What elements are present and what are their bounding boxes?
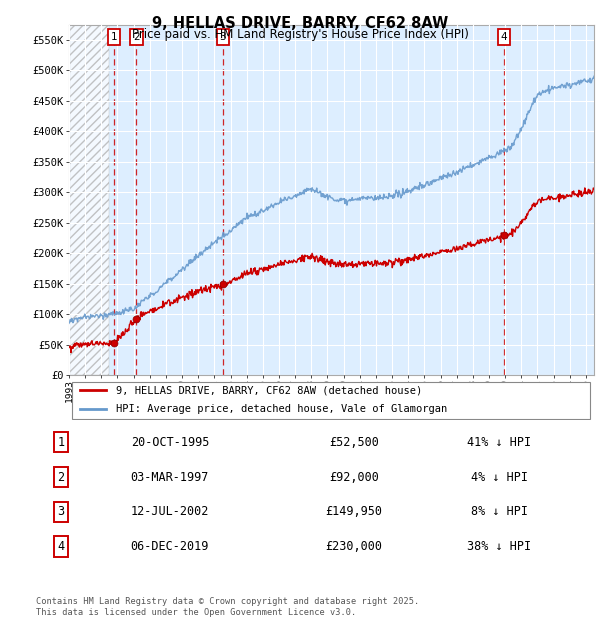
Text: 1: 1 [111,32,118,42]
Text: £230,000: £230,000 [326,540,383,553]
FancyBboxPatch shape [71,382,590,419]
Text: 20-OCT-1995: 20-OCT-1995 [131,436,209,449]
Text: 9, HELLAS DRIVE, BARRY, CF62 8AW (detached house): 9, HELLAS DRIVE, BARRY, CF62 8AW (detach… [116,385,422,395]
Text: 3: 3 [58,505,65,518]
Text: £92,000: £92,000 [329,471,379,484]
Text: 4: 4 [58,540,65,553]
Text: 4: 4 [500,32,507,42]
Text: 12-JUL-2002: 12-JUL-2002 [131,505,209,518]
Text: £52,500: £52,500 [329,436,379,449]
Text: 3: 3 [220,32,226,42]
Text: 1: 1 [58,436,65,449]
Bar [69,25,109,375]
Text: 9, HELLAS DRIVE, BARRY, CF62 8AW: 9, HELLAS DRIVE, BARRY, CF62 8AW [152,16,448,30]
Text: Price paid vs. HM Land Registry's House Price Index (HPI): Price paid vs. HM Land Registry's House … [131,28,469,41]
Text: HPI: Average price, detached house, Vale of Glamorgan: HPI: Average price, detached house, Vale… [116,404,448,414]
Text: 2: 2 [133,32,140,42]
Text: 06-DEC-2019: 06-DEC-2019 [131,540,209,553]
Text: £149,950: £149,950 [326,505,383,518]
Text: 41% ↓ HPI: 41% ↓ HPI [467,436,531,449]
Text: 2: 2 [58,471,65,484]
Text: 38% ↓ HPI: 38% ↓ HPI [467,540,531,553]
Text: Contains HM Land Registry data © Crown copyright and database right 2025.
This d: Contains HM Land Registry data © Crown c… [36,598,419,617]
Text: 8% ↓ HPI: 8% ↓ HPI [470,505,527,518]
Text: 4% ↓ HPI: 4% ↓ HPI [470,471,527,484]
Text: 03-MAR-1997: 03-MAR-1997 [131,471,209,484]
